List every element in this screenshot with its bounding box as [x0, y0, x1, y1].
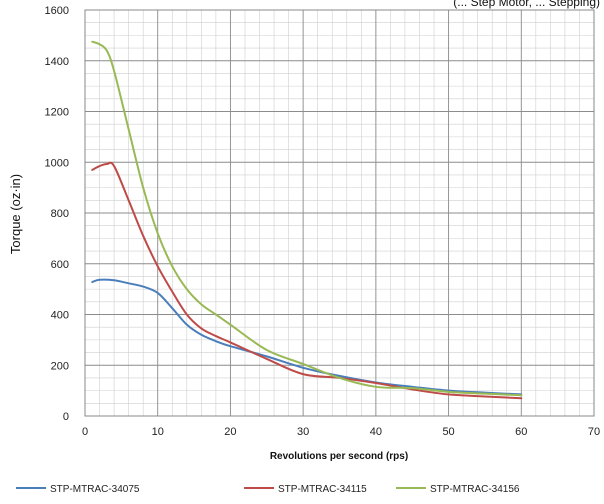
series-line-stp-mtrac-34115 [91, 161, 523, 400]
legend-label: STP-MTRAC-34115 [278, 484, 367, 495]
x-tick-label: 10 [152, 426, 164, 438]
x-tick-labels: 0 10 20 30 40 50 60 70 [82, 426, 600, 438]
legend: STP-MTRAC-34075 STP-MTRAC-34115 STP-MTRAC-… [16, 484, 520, 495]
y-tick-label: 1000 [45, 157, 69, 169]
plot-frame [84, 9, 595, 417]
y-tick-label: 1200 [45, 107, 69, 119]
y-tick-label: 400 [51, 310, 69, 322]
y-tick-label: 200 [51, 360, 69, 372]
y-tick-label: 800 [51, 208, 69, 220]
chart-title: (... Step Motor, ... Stepping) [453, 0, 600, 9]
x-tick-label: 40 [370, 426, 382, 438]
legend-label: STP-MTRAC-34075 [50, 484, 140, 495]
major-grid [84, 9, 595, 417]
series-line-stp-mtrac-34156 [91, 40, 523, 397]
x-tick-label: 20 [224, 426, 236, 438]
y-axis-label: Torque (oz·in) [8, 174, 23, 254]
y-tick-label: 1600 [45, 5, 69, 17]
x-axis-label: Revolutions per second (rps) [270, 451, 408, 462]
y-tick-label: 0 [63, 411, 69, 423]
y-tick-label: 1400 [45, 56, 69, 68]
x-tick-label: 70 [588, 426, 600, 438]
legend-label: STP-MTRAC-34156 [430, 484, 520, 495]
y-tick-label: 600 [51, 259, 69, 271]
y-tick-labels: 0 200 400 600 800 1000 1200 1400 1600 [45, 5, 69, 423]
x-tick-label: 60 [515, 426, 527, 438]
series-lines [91, 40, 523, 400]
series-line-stp-mtrac-34075 [91, 278, 523, 396]
x-tick-label: 0 [82, 426, 88, 438]
x-tick-label: 30 [297, 426, 309, 438]
x-tick-label: 50 [442, 426, 454, 438]
